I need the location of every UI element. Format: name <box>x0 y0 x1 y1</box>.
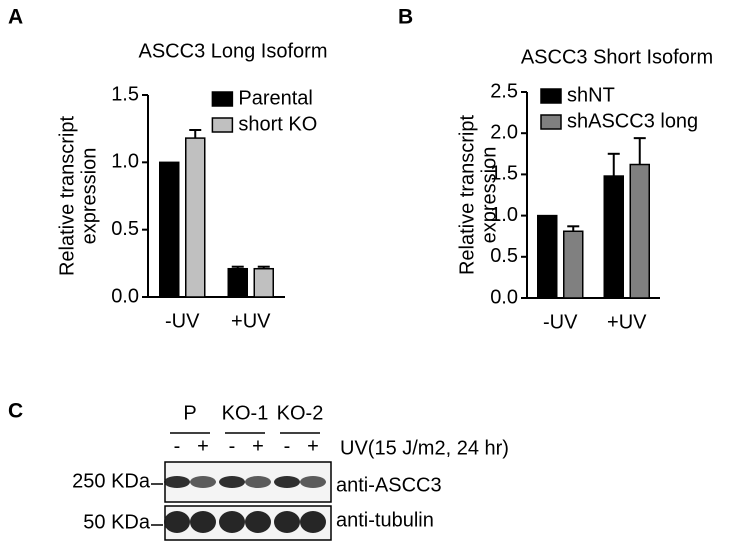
treatment-sign: - <box>174 435 181 457</box>
bar <box>563 230 584 299</box>
treatment-sign: - <box>284 435 291 457</box>
treatment-label: UV(15 J/m2, 24 hr) <box>340 437 509 459</box>
legend-swatch <box>540 114 562 130</box>
blot-band <box>274 476 300 488</box>
bar <box>603 175 624 299</box>
blot-band <box>219 511 245 533</box>
blot-band <box>245 511 271 533</box>
blot-band <box>164 511 190 533</box>
y-tick-label: 2.0 <box>490 121 518 143</box>
y-axis-label: expression <box>478 147 500 244</box>
bar <box>159 161 180 298</box>
legend-label: Parental <box>238 87 313 109</box>
legend-label: shNT <box>567 84 615 106</box>
x-tick-label: +UV <box>607 311 647 333</box>
panel-label: B <box>398 6 413 29</box>
treatment-sign: + <box>197 435 209 457</box>
marker-label: 250 KDa <box>72 470 151 492</box>
lane-group-label: KO-1 <box>222 402 269 424</box>
bar <box>253 267 274 298</box>
bar <box>537 214 558 299</box>
blot-band <box>219 476 245 488</box>
treatment-sign: + <box>252 435 264 457</box>
y-tick-label: 1.0 <box>111 151 139 173</box>
y-tick-label: 1.5 <box>111 83 139 105</box>
treatment-sign: - <box>229 435 236 457</box>
y-tick-label: 1.0 <box>490 204 518 226</box>
y-tick-label: 0.0 <box>111 285 139 307</box>
panel-label: C <box>8 400 23 423</box>
y-tick-label: 2.5 <box>490 80 518 102</box>
lane-group-label: KO-2 <box>277 402 324 424</box>
chart-title: ASCC3 Short Isoform <box>521 46 713 68</box>
blot-band <box>300 511 326 533</box>
blot-band <box>164 476 190 488</box>
y-tick-label: 0.5 <box>111 218 139 240</box>
antibody-label: anti-ASCC3 <box>336 474 442 496</box>
blot-band <box>190 511 216 533</box>
y-axis-label: Relative transcript <box>56 116 78 277</box>
bar <box>227 267 248 298</box>
chart-title: ASCC3 Long Isoform <box>139 40 328 62</box>
legend-swatch <box>540 88 562 104</box>
bar <box>629 163 650 299</box>
blot-band <box>274 511 300 533</box>
y-tick-label: 1.5 <box>490 163 518 185</box>
y-axis-label: Relative transcript <box>456 115 478 276</box>
x-tick-label: -UV <box>165 310 200 332</box>
bar <box>185 137 206 298</box>
antibody-label: anti-tubulin <box>336 509 434 531</box>
blot-band <box>190 476 216 488</box>
panel-label: A <box>8 6 23 29</box>
blot-band <box>245 476 271 488</box>
legend-label: short KO <box>238 113 317 135</box>
legend-swatch <box>211 91 234 107</box>
treatment-sign: + <box>307 435 319 457</box>
x-tick-label: -UV <box>543 311 578 333</box>
y-tick-label: 0.0 <box>490 286 518 308</box>
marker-label: 50 KDa <box>83 511 151 533</box>
legend-swatch <box>211 117 234 133</box>
blot-band <box>300 476 326 488</box>
legend-label: shASCC3 long <box>567 110 698 132</box>
x-tick-label: +UV <box>231 310 271 332</box>
y-tick-label: 0.5 <box>490 245 518 267</box>
lane-group-label: P <box>183 402 196 424</box>
y-axis-label: expression <box>78 148 100 245</box>
